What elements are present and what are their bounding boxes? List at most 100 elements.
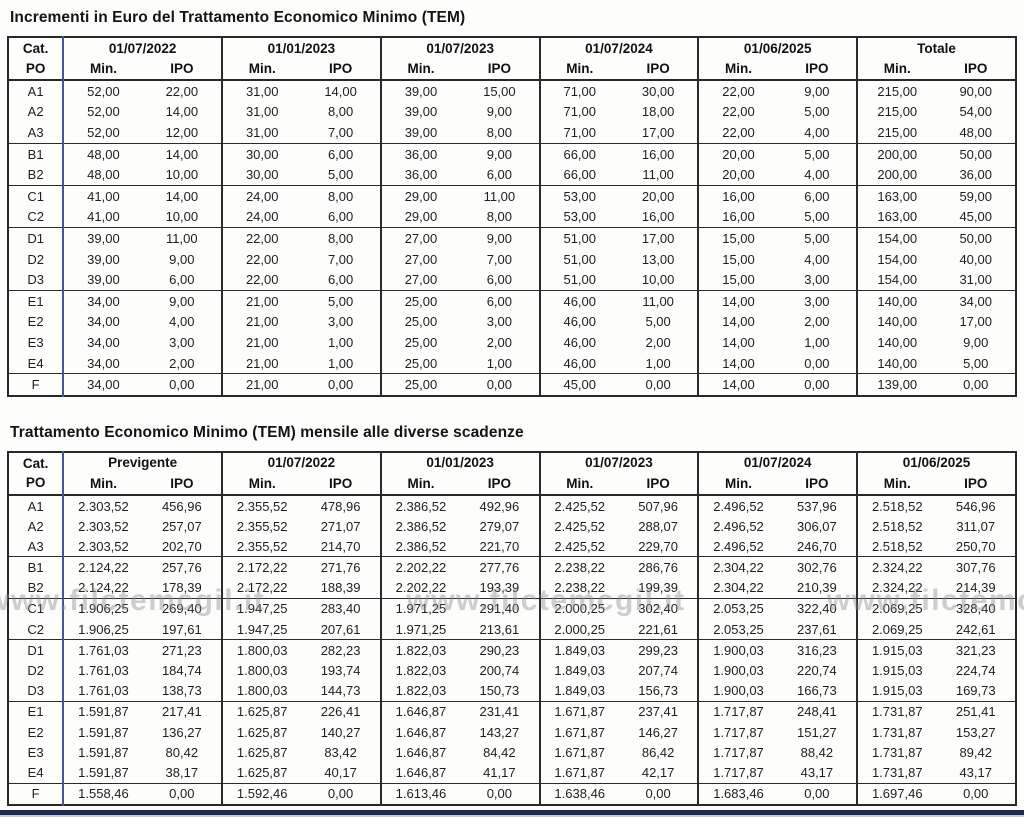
value-cell: 48,00 [959,124,992,140]
value-cell: 2.304,22 [697,577,778,599]
value-cell: 242,61 [955,621,996,637]
value-cell: 8,00 [301,227,381,249]
value-cell: 9,00 [804,83,830,99]
value-cell: 138,73 [161,683,202,699]
value-cell: 257,76 [142,556,223,578]
value-cell: 0,00 [460,373,540,396]
value-cell: 311,07 [956,518,996,534]
value-cell: 15,00 [697,227,778,249]
value-cell: 1.900,03 [697,680,778,702]
value-cell: 478,96 [320,498,361,514]
value-cell: 200,00 [856,142,937,165]
value-cell: 2.069,25 [856,619,937,640]
value-cell: 136,27 [161,724,202,740]
value-cell: 213,61 [479,621,520,637]
category-cell: D3 [8,680,65,702]
value-cell: 215,00 [856,122,937,144]
value-cell: 1,00 [804,334,830,350]
value-cell: 1.731,87 [856,762,937,784]
category-cell: A2 [8,516,65,537]
value-cell: 6,00 [301,142,381,165]
category-cell: E4 [8,352,65,374]
table-row: A3 52,00 12,00 31,00 7,00 39,00 8,00 71,00 17,00… [8,122,1016,144]
column-group-header: 01/01/2023 [379,451,540,473]
column-group-header: 01/06/2025 [697,37,858,58]
table-row: D1 39,00 11,00 22,00 8,00 27,00 9,00 51,00 17,00… [8,227,1016,249]
value-cell: 22,00 [165,83,199,99]
value-cell: 215,00 [856,80,937,102]
value-cell: 2.386,52 [379,516,461,537]
category-cell: B2 [8,577,65,599]
value-cell: 4,00 [804,251,830,267]
column-group-header: Previgente [108,455,178,471]
value-cell: 0,00 [936,782,1016,805]
value-cell: 286,76 [618,556,699,578]
value-cell: 302,76 [777,556,858,578]
cat-header-label: Cat. [22,455,49,471]
table1-title: Incrementi in Euro del Trattamento Econo… [10,9,466,26]
min-header: Min. [856,472,937,495]
value-cell: 34,00 [63,289,143,312]
table-row: A2 2.303,52 257,07 2.355,52 271,07 2.386,52 27… [8,516,1016,537]
value-cell: 14,00 [142,184,223,207]
value-cell: 221,61 [638,621,678,637]
category-cell: D1 [8,639,65,661]
category-cell: B2 [8,164,65,186]
value-cell: 1,00 [327,334,354,350]
value-cell: 27,00 [379,227,461,249]
value-cell: 40,17 [324,764,357,780]
value-cell: 29,00 [379,206,461,228]
value-cell: 229,70 [638,538,678,554]
value-cell: 0,00 [301,373,381,396]
value-cell: 52,00 [87,124,120,140]
value-cell: 1.591,87 [63,700,143,722]
value-cell: 20,00 [697,142,778,165]
value-cell: 1.731,87 [856,700,937,722]
table2-title: Trattamento Economico Minimo (TEM) mensi… [10,423,524,441]
value-cell: 251,41 [936,700,1016,722]
value-cell: 2.518,52 [856,494,937,517]
value-cell: 2.202,22 [379,556,461,578]
table-row: E3 34,00 3,00 21,00 1,00 25,00 2,00 46,00 2,00 14… [8,332,1016,353]
value-cell: 150,73 [479,683,520,699]
value-cell: 226,41 [301,700,381,722]
value-cell: 5,00 [804,209,830,225]
value-cell: 36,00 [959,167,992,183]
value-cell: 2,00 [804,314,830,330]
value-cell: 14,00 [697,332,778,353]
value-cell: 13,00 [641,251,675,267]
value-cell: 1.625,87 [221,762,302,784]
value-cell: 322,40 [777,597,858,620]
value-cell: 202,70 [161,538,202,554]
min-header: Min. [379,58,461,80]
table-row: D3 1.761,03 138,73 1.800,03 144,73 1.822,03 15… [8,680,1016,702]
table-row: E4 1.591,87 38,17 1.625,87 40,17 1.646,87 41,1… [8,762,1016,784]
value-cell: 2.000,25 [538,597,619,620]
value-cell: 2.425,52 [538,536,619,557]
value-cell: 2.124,22 [63,556,143,578]
category-cell: A2 [8,101,65,123]
value-cell: 1.849,03 [538,680,619,702]
value-cell: 16,00 [618,142,699,165]
value-cell: 1.915,03 [856,660,937,681]
value-cell: 299,23 [618,639,699,661]
min-header: Min. [538,472,619,495]
value-cell: 17,00 [959,314,992,330]
value-cell: 1.646,87 [379,762,461,784]
value-cell: 1.900,03 [697,639,778,661]
value-cell: 231,41 [460,700,540,722]
value-cell: 1.915,03 [856,680,937,702]
value-cell: 34,00 [87,334,120,350]
table-row: B1 2.124,22 257,76 2.172,22 271,76 2.202,22 27… [8,556,1016,578]
value-cell: 2.496,52 [697,536,778,557]
value-cell: 1,00 [486,355,513,371]
value-cell: 139,00 [856,373,937,396]
table-row: E2 1.591,87 136,27 1.625,87 140,27 1.646,87 14… [8,721,1016,743]
ipo-header: IPO [805,475,829,491]
value-cell: 20,00 [697,164,778,186]
value-cell: 31,00 [221,80,302,102]
value-cell: 1.915,03 [856,639,937,661]
value-cell: 16,00 [697,206,778,228]
value-cell: 5,00 [777,227,858,249]
value-cell: 140,00 [856,289,937,312]
